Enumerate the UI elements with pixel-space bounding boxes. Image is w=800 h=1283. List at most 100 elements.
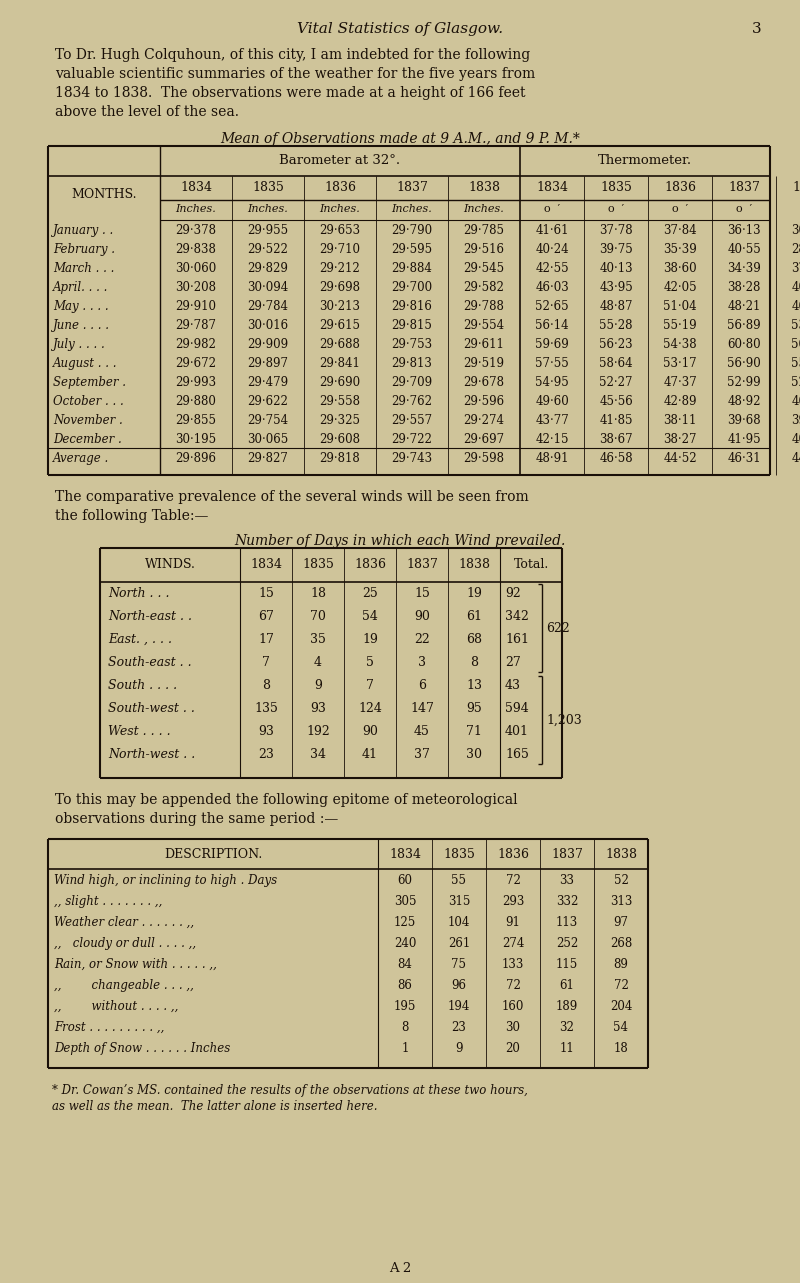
Text: 1838: 1838 bbox=[792, 181, 800, 194]
Text: 41·95: 41·95 bbox=[727, 432, 761, 446]
Text: 30·195: 30·195 bbox=[175, 432, 217, 446]
Text: 1838: 1838 bbox=[468, 181, 500, 194]
Text: Barometer at 32°.: Barometer at 32°. bbox=[279, 154, 401, 167]
Text: o  ′: o ′ bbox=[608, 204, 624, 214]
Text: o  ′: o ′ bbox=[736, 204, 752, 214]
Text: 195: 195 bbox=[394, 999, 416, 1014]
Text: Number of Days in which each Wind prevailed.: Number of Days in which each Wind prevai… bbox=[234, 534, 566, 548]
Text: 622: 622 bbox=[546, 621, 570, 635]
Text: 22: 22 bbox=[414, 633, 430, 647]
Text: 32: 32 bbox=[559, 1021, 574, 1034]
Text: 29·841: 29·841 bbox=[319, 357, 361, 370]
Text: 29·479: 29·479 bbox=[247, 376, 289, 389]
Text: 29·710: 29·710 bbox=[319, 242, 361, 257]
Text: 29·838: 29·838 bbox=[175, 242, 217, 257]
Text: Depth of Snow . . . . . . Inches: Depth of Snow . . . . . . Inches bbox=[54, 1042, 230, 1055]
Text: 29·818: 29·818 bbox=[320, 452, 360, 464]
Text: 67: 67 bbox=[258, 609, 274, 624]
Text: 35: 35 bbox=[310, 633, 326, 647]
Text: 30·060: 30·060 bbox=[175, 262, 217, 275]
Text: 1835: 1835 bbox=[600, 181, 632, 194]
Text: 29·653: 29·653 bbox=[319, 225, 361, 237]
Text: 35·39: 35·39 bbox=[663, 242, 697, 257]
Text: 41·85: 41·85 bbox=[599, 414, 633, 427]
Text: 3: 3 bbox=[752, 22, 762, 36]
Text: 40·55: 40·55 bbox=[727, 242, 761, 257]
Text: 29·753: 29·753 bbox=[391, 337, 433, 352]
Text: 18: 18 bbox=[614, 1042, 628, 1055]
Text: 268: 268 bbox=[610, 937, 632, 949]
Text: above the level of the sea.: above the level of the sea. bbox=[55, 105, 239, 119]
Text: 29·596: 29·596 bbox=[463, 395, 505, 408]
Text: 1,203: 1,203 bbox=[546, 713, 582, 726]
Text: Total.: Total. bbox=[514, 558, 549, 571]
Text: 59·69: 59·69 bbox=[535, 337, 569, 352]
Text: 5: 5 bbox=[366, 656, 374, 668]
Text: 342: 342 bbox=[505, 609, 529, 624]
Text: 9: 9 bbox=[314, 679, 322, 692]
Text: 36·13: 36·13 bbox=[727, 225, 761, 237]
Text: 30·213: 30·213 bbox=[319, 300, 361, 313]
Text: 29·558: 29·558 bbox=[319, 395, 361, 408]
Text: 29·884: 29·884 bbox=[391, 262, 433, 275]
Text: 52: 52 bbox=[614, 874, 629, 887]
Text: 29·754: 29·754 bbox=[247, 414, 289, 427]
Text: 29·896: 29·896 bbox=[175, 452, 217, 464]
Text: 29·274: 29·274 bbox=[463, 414, 505, 427]
Text: 29·762: 29·762 bbox=[391, 395, 433, 408]
Text: 95: 95 bbox=[466, 702, 482, 715]
Text: 30·094: 30·094 bbox=[247, 281, 289, 294]
Text: 1836: 1836 bbox=[497, 848, 529, 861]
Text: 47·37: 47·37 bbox=[663, 376, 697, 389]
Text: 60·80: 60·80 bbox=[727, 337, 761, 352]
Text: 56·89: 56·89 bbox=[727, 319, 761, 332]
Text: 20: 20 bbox=[506, 1042, 521, 1055]
Text: Inches.: Inches. bbox=[392, 204, 432, 214]
Text: observations during the same period :—: observations during the same period :— bbox=[55, 812, 338, 826]
Text: 37·42: 37·42 bbox=[791, 262, 800, 275]
Text: 240: 240 bbox=[394, 937, 416, 949]
Text: 1837: 1837 bbox=[406, 558, 438, 571]
Text: 15: 15 bbox=[258, 588, 274, 600]
Text: To Dr. Hugh Colquhoun, of this city, I am indebted for the following: To Dr. Hugh Colquhoun, of this city, I a… bbox=[55, 47, 530, 62]
Text: 17: 17 bbox=[258, 633, 274, 647]
Text: 29·608: 29·608 bbox=[319, 432, 361, 446]
Text: 46·03: 46·03 bbox=[535, 281, 569, 294]
Text: 29·519: 29·519 bbox=[463, 357, 505, 370]
Text: July . . . .: July . . . . bbox=[53, 337, 106, 352]
Text: 1834: 1834 bbox=[536, 181, 568, 194]
Text: 1835: 1835 bbox=[443, 848, 475, 861]
Text: 91: 91 bbox=[506, 916, 521, 929]
Text: September .: September . bbox=[53, 376, 126, 389]
Text: 41: 41 bbox=[362, 748, 378, 761]
Text: 30·016: 30·016 bbox=[247, 319, 289, 332]
Text: 48·21: 48·21 bbox=[727, 300, 761, 313]
Text: 6: 6 bbox=[418, 679, 426, 692]
Text: August . . .: August . . . bbox=[53, 357, 118, 370]
Text: November .: November . bbox=[53, 414, 122, 427]
Text: 29·784: 29·784 bbox=[247, 300, 289, 313]
Text: North-east . .: North-east . . bbox=[108, 609, 192, 624]
Text: ,,   cloudy or dull . . . . ,,: ,, cloudy or dull . . . . ,, bbox=[54, 937, 196, 949]
Text: the following Table:—: the following Table:— bbox=[55, 509, 208, 523]
Text: 43·77: 43·77 bbox=[535, 414, 569, 427]
Text: 37·84: 37·84 bbox=[663, 225, 697, 237]
Text: 192: 192 bbox=[306, 725, 330, 738]
Text: MONTHS.: MONTHS. bbox=[71, 189, 137, 201]
Text: 54·38: 54·38 bbox=[663, 337, 697, 352]
Text: 40·76: 40·76 bbox=[791, 432, 800, 446]
Text: Inches.: Inches. bbox=[248, 204, 288, 214]
Text: 52·99: 52·99 bbox=[727, 376, 761, 389]
Text: valuable scientific summaries of the weather for the five years from: valuable scientific summaries of the wea… bbox=[55, 67, 535, 81]
Text: 41·61: 41·61 bbox=[535, 225, 569, 237]
Text: 15: 15 bbox=[414, 588, 430, 600]
Text: 1836: 1836 bbox=[354, 558, 386, 571]
Text: 96: 96 bbox=[451, 979, 466, 992]
Text: 19: 19 bbox=[466, 588, 482, 600]
Text: 194: 194 bbox=[448, 999, 470, 1014]
Text: 34·39: 34·39 bbox=[727, 262, 761, 275]
Text: January . .: January . . bbox=[53, 225, 114, 237]
Text: 13: 13 bbox=[466, 679, 482, 692]
Text: 55·19: 55·19 bbox=[663, 319, 697, 332]
Text: 46·58: 46·58 bbox=[791, 300, 800, 313]
